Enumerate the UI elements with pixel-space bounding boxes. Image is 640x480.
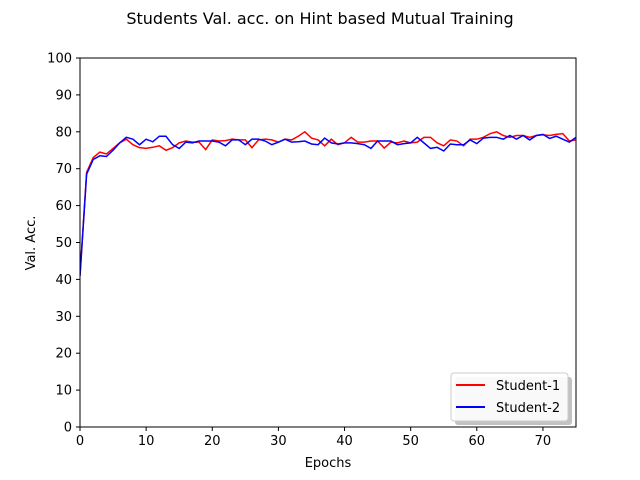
- x-tick-label: 20: [204, 434, 221, 449]
- y-tick-label: 10: [55, 384, 72, 399]
- series-group: [80, 130, 576, 276]
- y-tick-label: 80: [55, 125, 72, 140]
- x-tick-label: 60: [469, 434, 486, 449]
- y-tick-label: 60: [55, 199, 72, 214]
- legend: Student-1 Student-2: [450, 372, 572, 425]
- chart-title: Students Val. acc. on Hint based Mutual …: [126, 9, 513, 28]
- legend-label-student-1: Student-1: [496, 379, 560, 394]
- x-tick-label: 30: [270, 434, 287, 449]
- y-tick-label: 40: [55, 273, 72, 288]
- plot-area: [80, 58, 576, 427]
- y-tick-label: 90: [55, 88, 72, 103]
- y-axis-label: Val. Acc.: [24, 216, 39, 271]
- x-tick-label: 40: [336, 434, 353, 449]
- x-tick-label: 70: [535, 434, 552, 449]
- y-tick-label: 30: [55, 310, 72, 325]
- series-line-student-2: [80, 133, 576, 276]
- x-axis-ticks: 0 10 20 30 40 50 60 70: [76, 427, 551, 449]
- x-axis-label: Epochs: [305, 456, 352, 471]
- plot-frame: [79, 57, 577, 428]
- x-tick-label: 0: [76, 434, 84, 449]
- x-tick-label: 10: [138, 434, 155, 449]
- y-tick-label: 20: [55, 347, 72, 362]
- x-tick-label: 50: [402, 434, 419, 449]
- series-line-student-1: [80, 130, 576, 276]
- y-axis-ticks: 0 10 20 30 40 50 60 70 80 90 100: [47, 52, 80, 436]
- y-tick-label: 50: [55, 236, 72, 251]
- y-tick-label: 100: [47, 52, 72, 67]
- y-tick-label: 0: [64, 421, 72, 436]
- y-tick-label: 70: [55, 162, 72, 177]
- legend-label-student-2: Student-2: [496, 401, 560, 416]
